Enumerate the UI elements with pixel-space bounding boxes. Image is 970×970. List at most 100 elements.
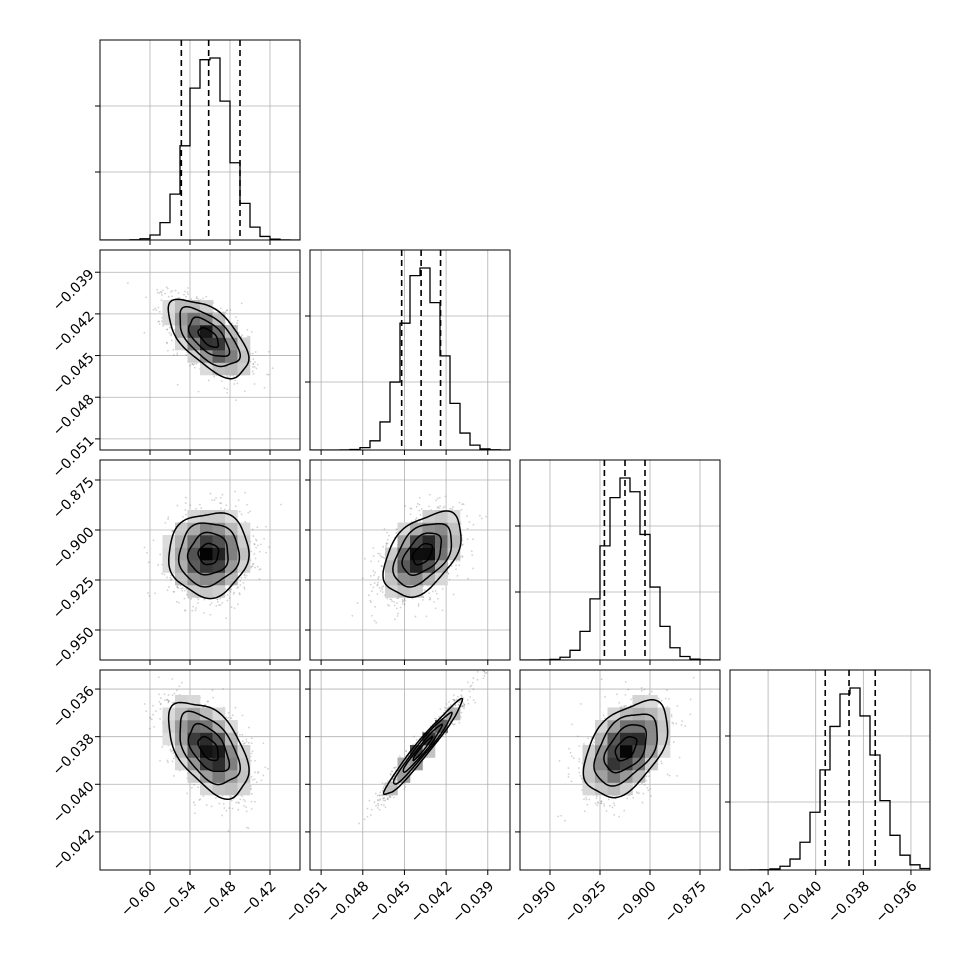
sample-point [171, 678, 174, 680]
sample-point [265, 525, 267, 528]
sample-point [280, 503, 282, 506]
sample-point [205, 804, 208, 806]
sample-point [243, 574, 246, 577]
sample-point [168, 326, 171, 329]
sample-point [255, 546, 258, 549]
sample-point [177, 601, 180, 604]
density-cell [175, 560, 188, 573]
sample-point [419, 514, 422, 516]
sample-point [243, 588, 246, 590]
sample-point [160, 299, 163, 301]
sample-point [247, 726, 250, 729]
sample-point [167, 700, 170, 703]
y-tick-label: −0.042 [50, 308, 98, 356]
sample-point [377, 575, 380, 578]
sample-point [143, 331, 146, 334]
panel-frame [99, 39, 301, 241]
sample-point [218, 604, 221, 606]
sample-point [174, 289, 177, 292]
sample-point [166, 589, 169, 592]
sample-point [422, 585, 425, 588]
density-cell [225, 572, 238, 586]
sample-point [385, 542, 388, 544]
sample-point [228, 589, 230, 592]
sample-point [383, 528, 386, 530]
sample-point [143, 546, 146, 549]
sample-point [449, 507, 451, 510]
sample-point [176, 504, 179, 507]
sample-point [245, 826, 248, 829]
sample-point [443, 505, 446, 508]
density-cell [175, 300, 188, 313]
sample-point [378, 553, 381, 555]
sample-point [184, 609, 186, 612]
sample-point [223, 387, 226, 390]
density-cell [200, 300, 213, 313]
sample-point [162, 289, 164, 292]
sample-point [395, 528, 398, 531]
sample-point [226, 392, 228, 394]
density-cell [200, 362, 213, 376]
sample-point [442, 506, 445, 509]
sample-point [435, 499, 437, 502]
sample-point [370, 601, 372, 604]
sample-point [418, 509, 421, 512]
sample-point [415, 517, 418, 519]
density-cell [385, 585, 398, 598]
sample-point [193, 783, 195, 786]
density-cell [410, 535, 423, 548]
sample-point [189, 504, 191, 507]
sample-point [170, 579, 172, 582]
sample-point [184, 502, 187, 504]
sample-point [381, 586, 383, 589]
sample-point [383, 594, 386, 597]
sample-point [455, 564, 457, 567]
sample-point [251, 750, 254, 753]
sample-point [461, 555, 463, 557]
sample-point [420, 508, 423, 510]
sample-point [149, 717, 152, 720]
density-cell [187, 547, 201, 561]
sample-point [252, 363, 255, 365]
sample-point [185, 496, 187, 499]
sample-point [243, 573, 246, 576]
sample-point [234, 379, 237, 382]
histogram-step [310, 267, 510, 450]
sample-point [229, 589, 232, 591]
hist-panel-p2 [515, 459, 721, 665]
sample-point [234, 706, 237, 709]
sample-point [447, 572, 450, 575]
sample-point [223, 807, 226, 809]
sample-point [232, 593, 235, 595]
sample-point [254, 557, 257, 560]
contour-2 [177, 522, 241, 588]
sample-point [396, 615, 399, 617]
sample-point [411, 597, 414, 600]
sample-point [166, 341, 168, 344]
sample-point [434, 589, 437, 592]
sample-point [241, 795, 244, 798]
sample-point [173, 329, 176, 331]
sample-point [429, 598, 432, 600]
sample-point [466, 527, 469, 530]
sample-point [168, 586, 170, 588]
y-tick-label: −0.039 [50, 267, 98, 315]
sample-point [212, 311, 215, 313]
sample-point [372, 586, 375, 589]
sample-point [364, 557, 366, 560]
sample-point [236, 319, 239, 322]
sample-point [191, 363, 194, 366]
sample-point [245, 740, 248, 743]
sample-point [381, 591, 384, 594]
sample-point [237, 586, 240, 589]
sample-point [250, 787, 253, 790]
sample-point [254, 538, 257, 541]
sample-point [159, 760, 161, 762]
sample-point [438, 496, 441, 499]
sample-point [253, 543, 256, 546]
sample-point [152, 308, 155, 311]
density-cell [212, 510, 226, 523]
sample-point [164, 521, 167, 524]
density-cell [200, 535, 213, 548]
sample-point [245, 806, 248, 809]
